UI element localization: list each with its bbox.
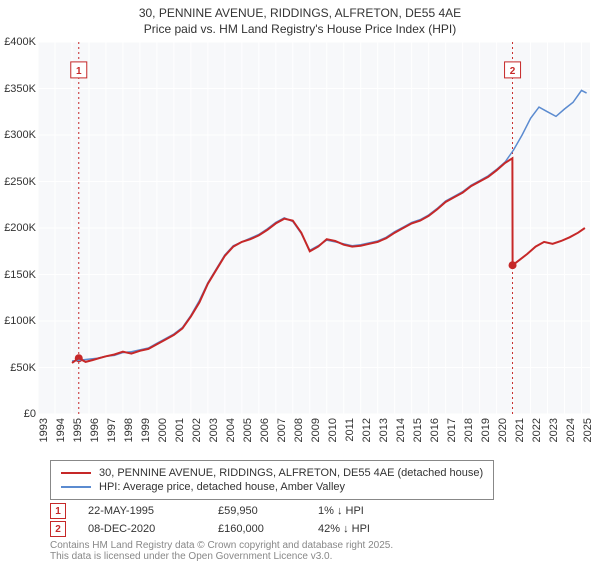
legend-swatch-hpi: [61, 486, 91, 488]
x-tick-label: 1995: [72, 418, 84, 442]
x-tick-label: 2011: [344, 418, 356, 442]
x-tick-label: 2012: [361, 418, 373, 442]
x-tick-label: 2025: [582, 418, 594, 442]
sales-table: 1 22-MAY-1995 £59,950 1% ↓ HPI 2 08-DEC-…: [50, 502, 418, 538]
x-tick-label: 2013: [378, 418, 390, 442]
y-tick-label: £200K: [4, 222, 36, 234]
y-axis-labels: £0£50K£100K£150K£200K£250K£300K£350K£400…: [0, 42, 38, 414]
x-tick-label: 1998: [123, 418, 135, 442]
table-row: 1 22-MAY-1995 £59,950 1% ↓ HPI: [50, 502, 418, 520]
marker-badge: 2: [50, 521, 66, 537]
x-tick-label: 1997: [106, 418, 118, 442]
footnote: Contains HM Land Registry data © Crown c…: [50, 540, 393, 562]
x-tick-label: 2023: [548, 418, 560, 442]
x-tick-label: 1994: [55, 418, 67, 442]
x-tick-label: 2006: [259, 418, 271, 442]
x-tick-label: 2008: [293, 418, 305, 442]
x-tick-label: 2003: [208, 418, 220, 442]
x-tick-label: 2007: [276, 418, 288, 442]
sale-date: 22-MAY-1995: [88, 505, 218, 517]
legend-label-hpi: HPI: Average price, detached house, Ambe…: [99, 481, 345, 493]
x-axis-labels: 1993 1994 1995 1996 1997 1998 1999 2000 2001 2002…: [38, 414, 590, 464]
x-tick-label: 1999: [140, 418, 152, 442]
legend-swatch-price: [61, 472, 91, 474]
x-tick-label: 2010: [327, 418, 339, 442]
sale-price: £59,950: [218, 505, 318, 517]
x-tick-label: 1993: [38, 418, 50, 442]
svg-text:1: 1: [76, 66, 82, 77]
x-tick-label: 2009: [310, 418, 322, 442]
title-line-1: 30, PENNINE AVENUE, RIDDINGS, ALFRETON, …: [10, 6, 590, 20]
marker-badge: 1: [50, 503, 66, 519]
x-tick-label: 2019: [480, 418, 492, 442]
y-tick-label: £150K: [4, 269, 36, 281]
x-tick-label: 2005: [242, 418, 254, 442]
legend-row-hpi: HPI: Average price, detached house, Ambe…: [61, 481, 483, 493]
legend: 30, PENNINE AVENUE, RIDDINGS, ALFRETON, …: [50, 460, 494, 500]
footnote-line-1: Contains HM Land Registry data © Crown c…: [50, 540, 393, 551]
x-tick-label: 2021: [514, 418, 526, 442]
y-tick-label: £0: [24, 408, 36, 420]
y-tick-label: £250K: [4, 176, 36, 188]
x-tick-label: 2016: [429, 418, 441, 442]
x-tick-label: 2004: [225, 418, 237, 442]
title-line-2: Price paid vs. HM Land Registry's House …: [10, 22, 590, 36]
footnote-line-2: This data is licensed under the Open Gov…: [50, 551, 393, 562]
table-row: 2 08-DEC-2020 £160,000 42% ↓ HPI: [50, 520, 418, 538]
x-tick-label: 2024: [565, 418, 577, 442]
y-tick-label: £50K: [10, 362, 36, 374]
legend-row-price: 30, PENNINE AVENUE, RIDDINGS, ALFRETON, …: [61, 467, 483, 479]
svg-text:2: 2: [510, 66, 516, 77]
x-tick-label: 2001: [174, 418, 186, 442]
sale-pct: 42% ↓ HPI: [318, 523, 418, 535]
chart-plot: 12: [38, 42, 590, 414]
x-tick-label: 2015: [412, 418, 424, 442]
y-tick-label: £350K: [4, 83, 36, 95]
x-tick-label: 2017: [446, 418, 458, 442]
y-tick-label: £100K: [4, 315, 36, 327]
y-tick-label: £400K: [4, 36, 36, 48]
x-tick-label: 2022: [531, 418, 543, 442]
chart-titles: 30, PENNINE AVENUE, RIDDINGS, ALFRETON, …: [0, 0, 600, 38]
x-tick-label: 2020: [497, 418, 509, 442]
x-tick-label: 1996: [89, 418, 101, 442]
x-tick-label: 2002: [191, 418, 203, 442]
sale-pct: 1% ↓ HPI: [318, 505, 418, 517]
x-tick-label: 2018: [463, 418, 475, 442]
x-tick-label: 2000: [157, 418, 169, 442]
legend-label-price: 30, PENNINE AVENUE, RIDDINGS, ALFRETON, …: [99, 467, 483, 479]
x-tick-label: 2014: [395, 418, 407, 442]
sale-price: £160,000: [218, 523, 318, 535]
y-tick-label: £300K: [4, 129, 36, 141]
sale-date: 08-DEC-2020: [88, 523, 218, 535]
